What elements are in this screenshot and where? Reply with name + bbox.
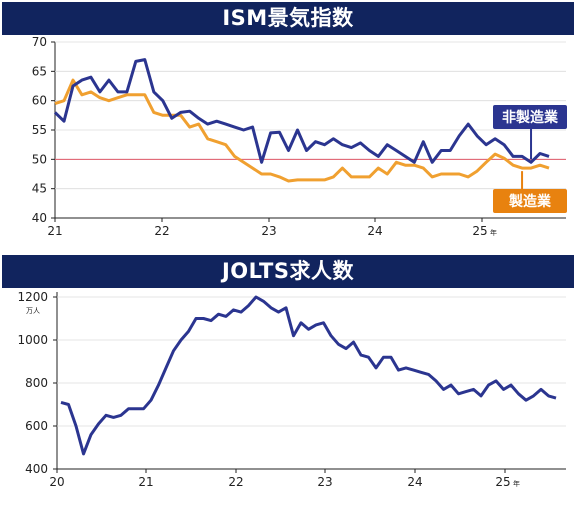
ism-x-tick-label: 22	[154, 224, 169, 238]
ism-nonmanufacturing-label-box	[493, 105, 567, 129]
ism-x-tick-label: 21	[47, 224, 62, 238]
ism-x-tick-label: 24	[367, 224, 382, 238]
jolts-x-tick-label: 20	[49, 475, 64, 489]
ism-manufacturing-label: 製造業	[508, 193, 552, 210]
ism-nonmanufacturing-label: 非製造業	[502, 109, 559, 126]
jolts-y-tick-label: 600	[25, 419, 48, 433]
jolts-x-tick-label: 21	[138, 475, 153, 489]
jolts-y-tick-label: 800	[25, 376, 48, 390]
jolts-x-tick-label: 25	[495, 475, 510, 489]
ism-x-tick-label: 23	[261, 224, 276, 238]
ism-x-tick-unit: 年	[490, 228, 497, 237]
ism-y-tick-label: 40	[32, 211, 47, 225]
ism-manufacturing-line	[54, 78, 550, 183]
jolts-chart: 1200 1000 800 600 400 万人 20 21 22 23 24 25 年	[17, 290, 566, 489]
ism-y-tick-label: 45	[32, 182, 47, 196]
jolts-x-tick-unit: 年	[513, 479, 520, 488]
ism-y-tick-label: 60	[32, 94, 47, 108]
jolts-x-tick-label: 23	[317, 475, 332, 489]
jolts-y-unit: 万人	[26, 307, 40, 315]
jolts-y-tick-label: 1000	[17, 333, 48, 347]
jolts-y-tick-label: 400	[25, 462, 48, 476]
jolts-x-tick-label: 24	[407, 475, 422, 489]
jolts-chart-title: JOLTS求人数	[2, 255, 574, 288]
jolts-openings-line	[60, 295, 557, 456]
ism-y-tick-label: 55	[32, 123, 47, 137]
ism-y-tick-label: 70	[32, 35, 47, 49]
jolts-x-tick-label: 22	[228, 475, 243, 489]
ism-manufacturing-label-box	[493, 189, 567, 213]
ism-x-tick-label: 25	[472, 224, 487, 238]
ism-chart-title: ISM景気指数	[2, 2, 574, 35]
jolts-y-tick-label: 1200	[17, 290, 48, 304]
ism-nonmanufacturing-line	[53, 58, 550, 164]
ism-y-tick-label: 50	[32, 152, 47, 166]
ism-y-tick-label: 65	[32, 64, 47, 78]
